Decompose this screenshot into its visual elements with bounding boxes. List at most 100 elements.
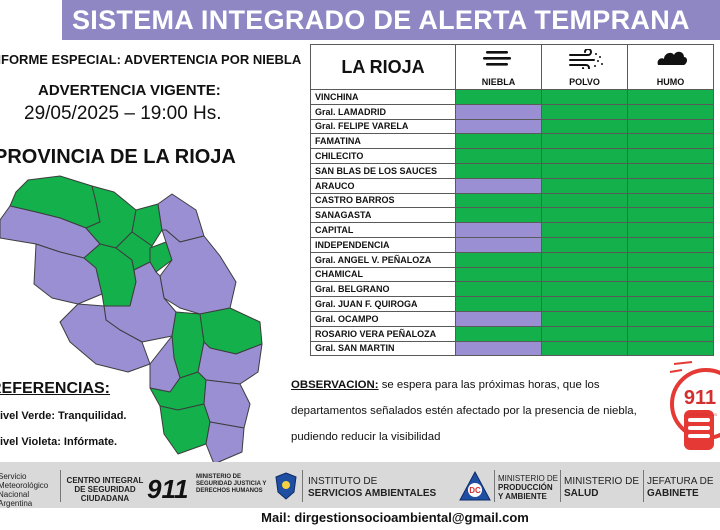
table-row: ROSARIO VERA PEÑALOZA	[310, 325, 714, 342]
province-title: PROVINCIA DE LA RIOJA	[0, 146, 236, 168]
level-cell-polvo	[541, 310, 628, 327]
centro-911-text: CENTRO INTEGRAL DE SEGURIDAD CIUDADANA	[66, 476, 144, 503]
department-name: SAN BLAS DE LOS SAUCES	[310, 162, 456, 179]
table-row: Gral. JUAN F. QUIROGA	[310, 296, 714, 312]
defensa-civil-label: DC	[469, 486, 481, 495]
map-region-san-martin	[159, 403, 211, 455]
department-name: VINCHINA	[310, 89, 456, 105]
emergency-911-badge: 911 EMERGENCIAS	[669, 361, 720, 450]
department-name: SANAGASTA	[310, 207, 456, 224]
level-cell-polvo	[541, 103, 628, 120]
page-title: SISTEMA INTEGRADO DE ALERTA TEMPRANA	[72, 5, 690, 35]
wind-dust-icon	[569, 49, 603, 69]
map-region-south	[205, 421, 245, 465]
instituto-line2: SERVICIOS AMBIENTALES	[308, 488, 437, 499]
table-row: CAPITAL	[310, 222, 714, 238]
level-cell-polvo	[541, 118, 628, 135]
observation-body: se espera para las próximas horas, que l…	[291, 379, 637, 443]
map-region-capital	[159, 229, 237, 315]
column-label: POLVO	[569, 77, 600, 87]
level-cell-humo	[627, 236, 714, 253]
department-name: Gral. SAN MARTIN	[310, 340, 456, 357]
footer-divider	[560, 470, 561, 502]
ministerio-produccion-line2: PRODUCCIÓN	[498, 483, 553, 492]
centro-911-number: 911	[147, 474, 189, 504]
level-cell-niebla	[455, 222, 542, 238]
level-cell-humo	[627, 325, 714, 342]
footer-divider	[302, 470, 303, 502]
level-cell-polvo	[541, 89, 628, 105]
level-cell-niebla	[455, 281, 542, 298]
table-row: INDEPENDENCIA	[310, 236, 714, 253]
level-cell-niebla	[455, 162, 542, 179]
footer-divider	[494, 470, 495, 502]
table-row: SANAGASTA	[310, 207, 714, 224]
level-cell-humo	[627, 266, 714, 283]
references-title: REFERENCIAS:	[0, 380, 111, 397]
level-cell-polvo	[541, 133, 628, 150]
level-cell-polvo	[541, 222, 628, 238]
badge-caption: EMERGENCIAS	[687, 412, 717, 417]
badge-number: 911	[684, 387, 716, 409]
level-cell-humo	[627, 192, 714, 209]
level-cell-niebla	[455, 340, 542, 357]
level-cell-polvo	[541, 236, 628, 253]
police-shield-icon	[275, 472, 297, 500]
observation-text: OBSERVACION: se espera para las próximas…	[291, 372, 663, 450]
department-name: INDEPENDENCIA	[310, 236, 456, 253]
map-region-san-martin-north	[203, 379, 251, 429]
table-row: ARAUCO	[310, 177, 714, 194]
contact-email: Mail: dirgestionsocioambiental@gmail.com	[261, 510, 529, 525]
table-row: CASTRO BARROS	[310, 192, 714, 209]
reference-green: Nivel Verde: Tranquilidad.	[0, 410, 127, 422]
level-cell-humo	[627, 207, 714, 224]
level-cell-niebla	[455, 89, 542, 105]
smoke-icon	[657, 51, 687, 65]
advisory-date: 29/05/2025 – 19:00 Hs.	[24, 103, 222, 124]
observation-label: OBSERVACION:	[291, 379, 379, 391]
department-name: Gral. LAMADRID	[310, 103, 456, 120]
table-row: Gral. SAN MARTIN	[310, 340, 714, 357]
level-cell-humo	[627, 103, 714, 120]
department-name: CASTRO BARROS	[310, 192, 456, 209]
level-cell-polvo	[541, 281, 628, 298]
level-cell-niebla	[455, 148, 542, 164]
level-cell-polvo	[541, 340, 628, 357]
ministerio-produccion-line1: MINISTERIO DE	[498, 474, 559, 483]
level-cell-niebla	[455, 118, 542, 135]
column-niebla: NIEBLA	[455, 44, 542, 90]
jefatura-line1: JEFATURA DE	[647, 476, 714, 487]
level-cell-niebla	[455, 133, 542, 150]
department-name: Gral. JUAN F. QUIROGA	[310, 296, 456, 312]
department-name: ARAUCO	[310, 177, 456, 194]
table-region-title: LA RIOJA	[310, 44, 456, 90]
level-cell-polvo	[541, 177, 628, 194]
smn-logo-text: Servicio Meteorológico Nacional Argentin…	[0, 472, 49, 508]
table-row: FAMATINA	[310, 133, 714, 150]
ministerio-produccion-line3: Y AMBIENTE	[498, 492, 547, 501]
level-cell-humo	[627, 310, 714, 327]
footer-divider	[643, 470, 644, 502]
defensa-civil-icon: DC	[459, 470, 491, 501]
level-cell-niebla	[455, 192, 542, 209]
level-cell-humo	[627, 281, 714, 298]
column-polvo: POLVO	[541, 44, 628, 90]
instituto-line1: INSTITUTO DE	[308, 476, 378, 487]
title-banner: SISTEMA INTEGRADO DE ALERTA TEMPRANA	[62, 0, 720, 40]
department-name: CHILECITO	[310, 148, 456, 164]
level-cell-humo	[627, 89, 714, 105]
ministerio-salud-line1: MINISTERIO DE	[564, 476, 640, 487]
column-label: NIEBLA	[481, 77, 516, 87]
level-cell-niebla	[455, 177, 542, 194]
level-cell-niebla	[455, 103, 542, 120]
level-cell-polvo	[541, 192, 628, 209]
fog-icon	[483, 51, 511, 66]
department-name: Gral. ANGEL V. PEÑALOZA	[310, 251, 456, 268]
level-cell-polvo	[541, 148, 628, 164]
level-cell-humo	[627, 251, 714, 268]
department-name: CAPITAL	[310, 222, 456, 238]
level-cell-polvo	[541, 162, 628, 179]
reference-violet: Nivel Violeta: Infórmate.	[0, 436, 118, 448]
column-label: HUMO	[656, 77, 685, 87]
table-row: CHILECITO	[310, 148, 714, 164]
